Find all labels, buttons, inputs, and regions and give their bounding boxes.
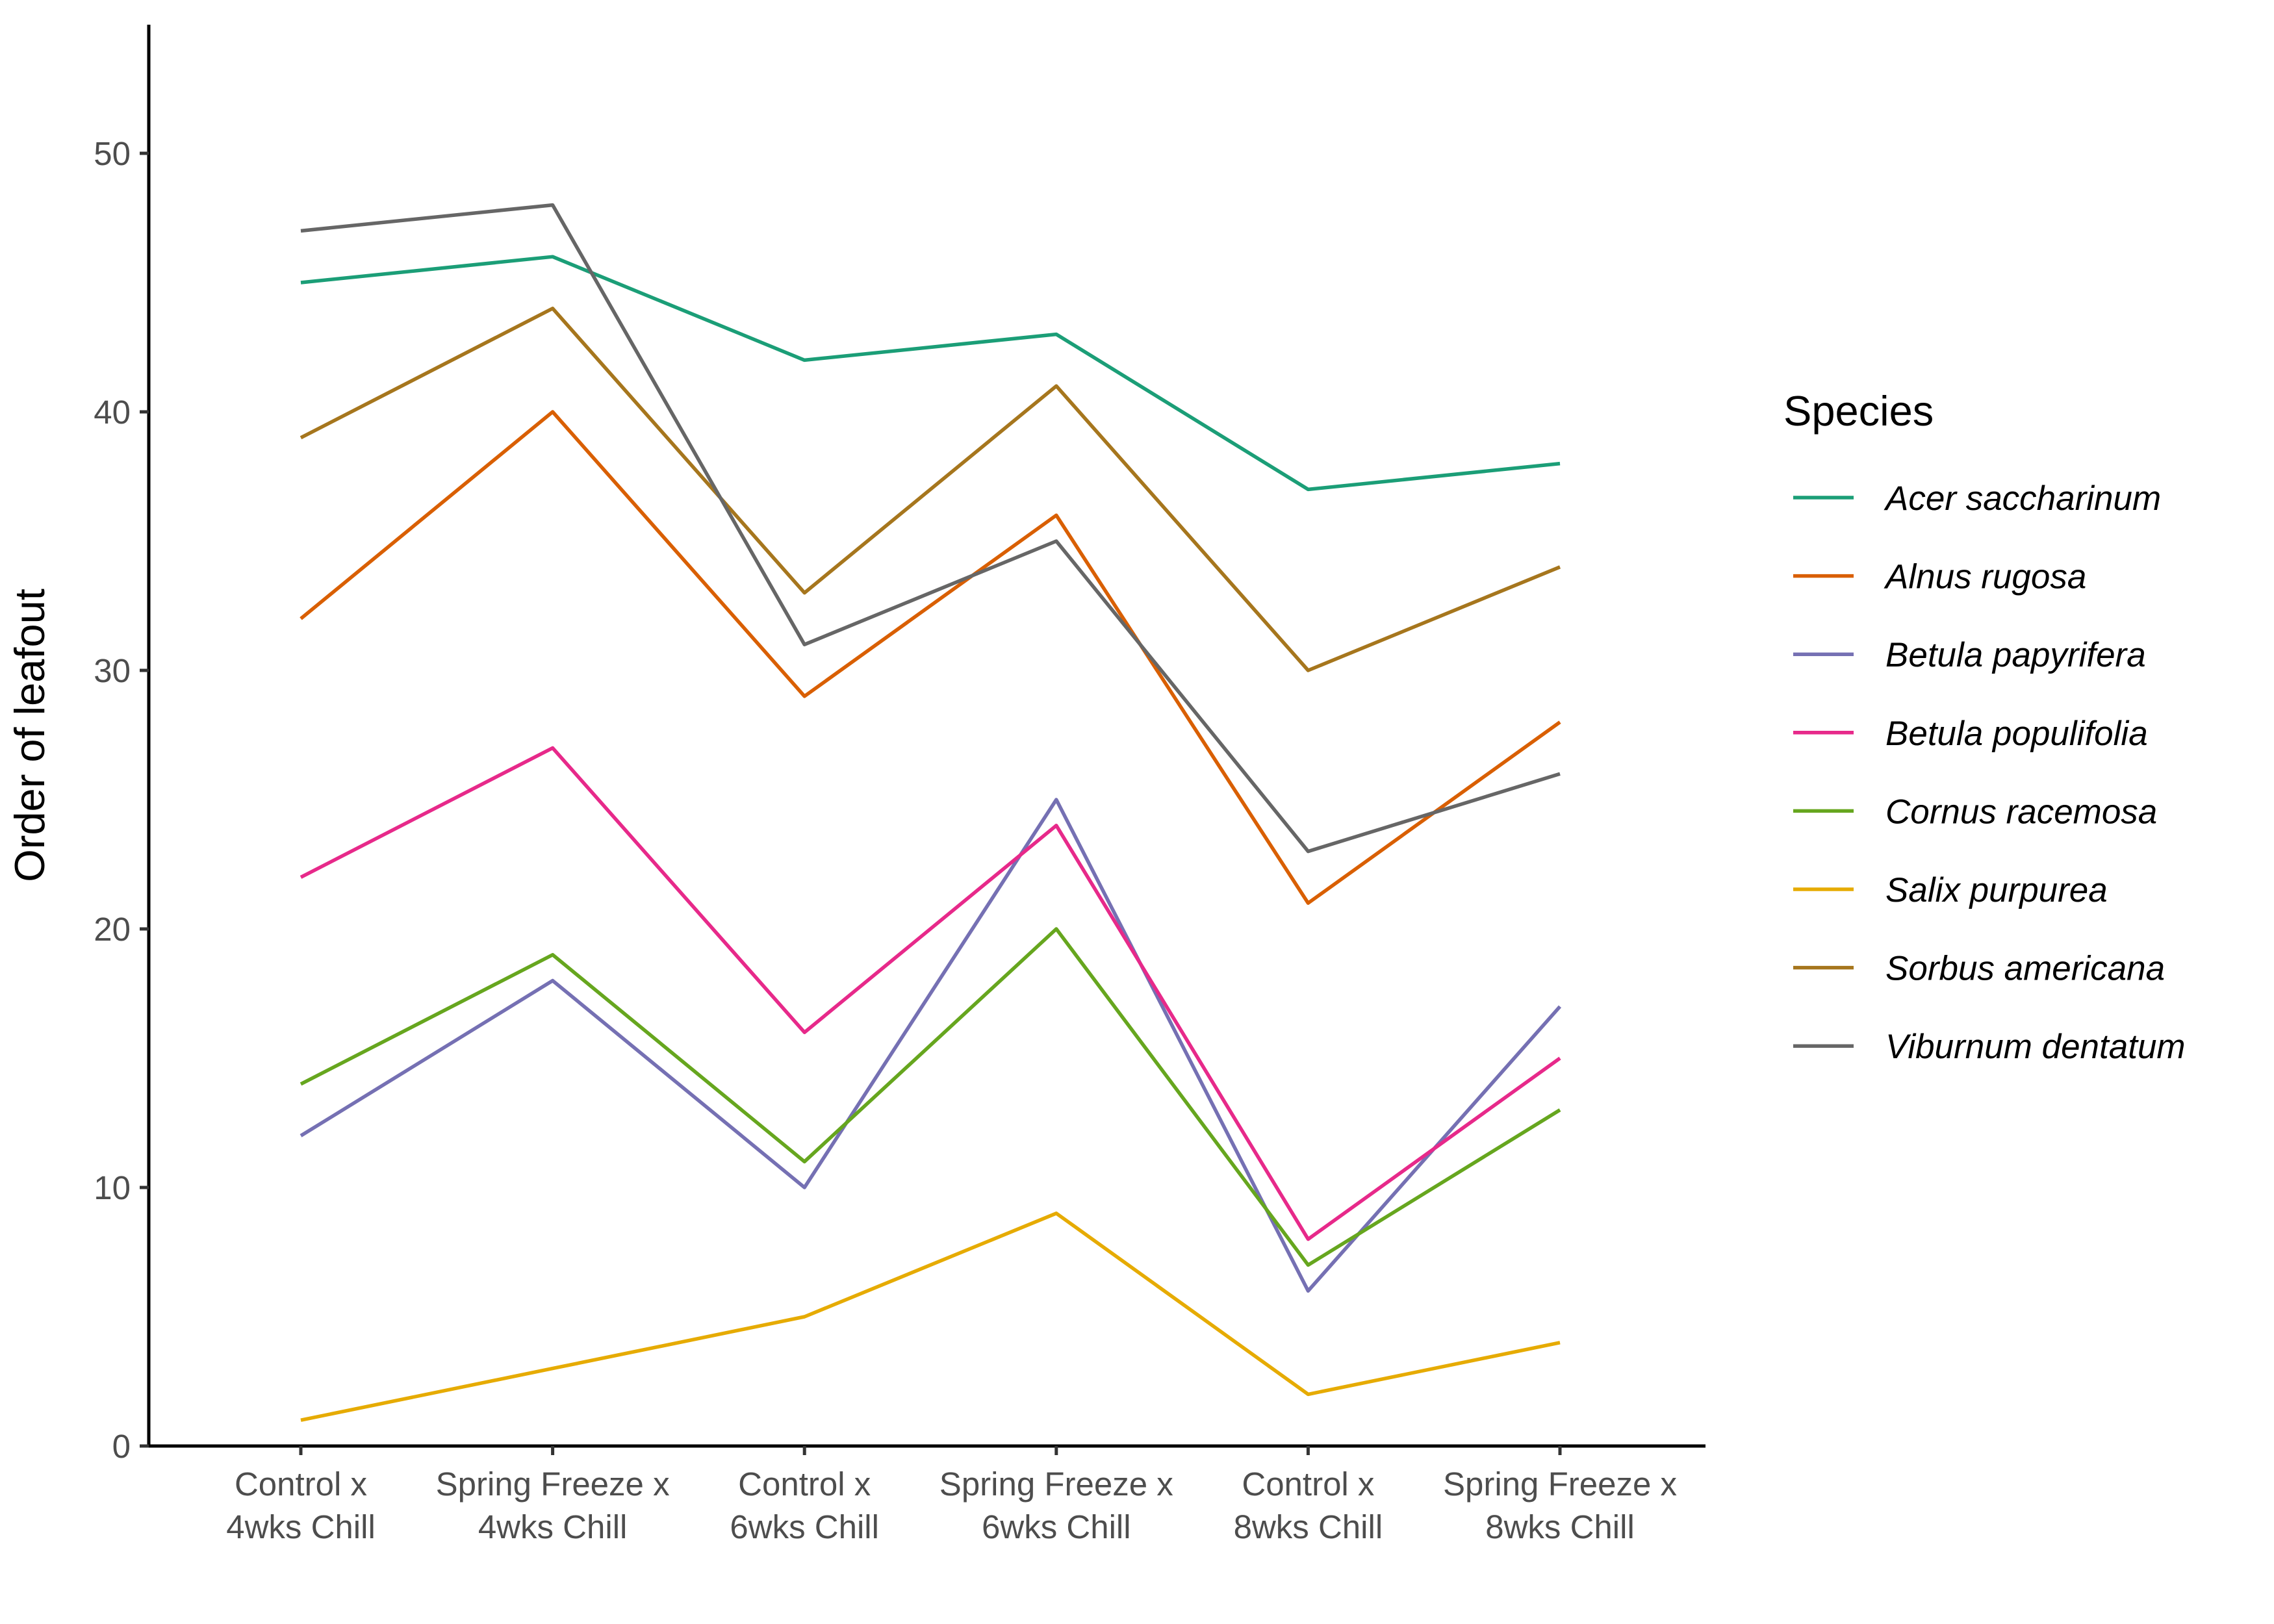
x-tick-label: Spring Freeze x 8wks Chill	[1443, 1465, 1677, 1545]
series-line-cornus-racemosa	[300, 927, 1561, 1267]
legend-item-alnus-rugosa: Alnus rugosa	[1793, 558, 2086, 596]
axes: 0 10 20 30 40 50 Control x 4wks Chill Spring Fr…	[94, 25, 1706, 1545]
legend-label: Alnus rugosa	[1884, 558, 2086, 596]
x-axis-ticks: Control x 4wks Chill Spring Freeze x 4wks C…	[226, 1446, 1677, 1545]
y-tick-label: 0	[112, 1428, 131, 1465]
legend-item-betula-papyrifera: Betula papyrifera	[1793, 636, 2146, 674]
series-lines	[300, 203, 1562, 1422]
legend-item-cornus-racemosa: Cornus racemosa	[1793, 793, 2157, 831]
x-tick-label: Control x 6wks Chill	[730, 1465, 879, 1545]
legend-label: Viburnum dentatum	[1885, 1028, 2186, 1066]
legend-label: Salix purpurea	[1885, 871, 2108, 909]
y-tick-label: 10	[94, 1169, 131, 1206]
legend-items: Acer saccharinum Alnus rugosa Betula papyr…	[1793, 479, 2186, 1066]
legend-label: Acer saccharinum	[1884, 479, 2161, 518]
x-tick-label: Spring Freeze x 4wks Chill	[436, 1465, 670, 1545]
legend-label: Cornus racemosa	[1885, 793, 2157, 831]
legend: Species Acer saccharinum Alnus rugosa Betu…	[1783, 387, 2186, 1066]
x-tick-label: Control x 8wks Chill	[1234, 1465, 1383, 1545]
x-tick-label: Control x 4wks Chill	[226, 1465, 376, 1545]
legend-item-sorbus-americana: Sorbus americana	[1793, 950, 2165, 988]
series-line-betula-papyrifera	[300, 798, 1562, 1293]
series-line-acer-saccharinum	[300, 255, 1561, 492]
legend-label: Betula populifolia	[1885, 715, 2148, 753]
series-line-sorbus-americana	[300, 307, 1561, 672]
y-tick-label: 50	[94, 135, 131, 172]
series-line-viburnum-dentatum	[300, 203, 1561, 854]
legend-title: Species	[1783, 387, 1934, 435]
y-tick-label: 30	[94, 652, 131, 689]
y-tick-label: 40	[94, 394, 131, 431]
x-tick-label: Spring Freeze x 6wks Chill	[939, 1465, 1173, 1545]
series-line-salix-purpurea	[300, 1212, 1561, 1422]
legend-label: Betula papyrifera	[1885, 636, 2146, 674]
legend-label: Sorbus americana	[1885, 950, 2165, 988]
legend-item-betula-populifolia: Betula populifolia	[1793, 715, 2148, 753]
legend-item-acer-saccharinum: Acer saccharinum	[1793, 479, 2161, 518]
y-axis-ticks: 0 10 20 30 40 50	[94, 135, 149, 1465]
series-line-alnus-rugosa	[300, 410, 1561, 905]
y-tick-label: 20	[94, 911, 131, 948]
series-line-betula-populifolia	[300, 746, 1561, 1241]
y-axis-title: Order of leafout	[6, 589, 53, 882]
legend-item-viburnum-dentatum: Viburnum dentatum	[1793, 1028, 2186, 1066]
legend-item-salix-purpurea: Salix purpurea	[1793, 871, 2108, 909]
